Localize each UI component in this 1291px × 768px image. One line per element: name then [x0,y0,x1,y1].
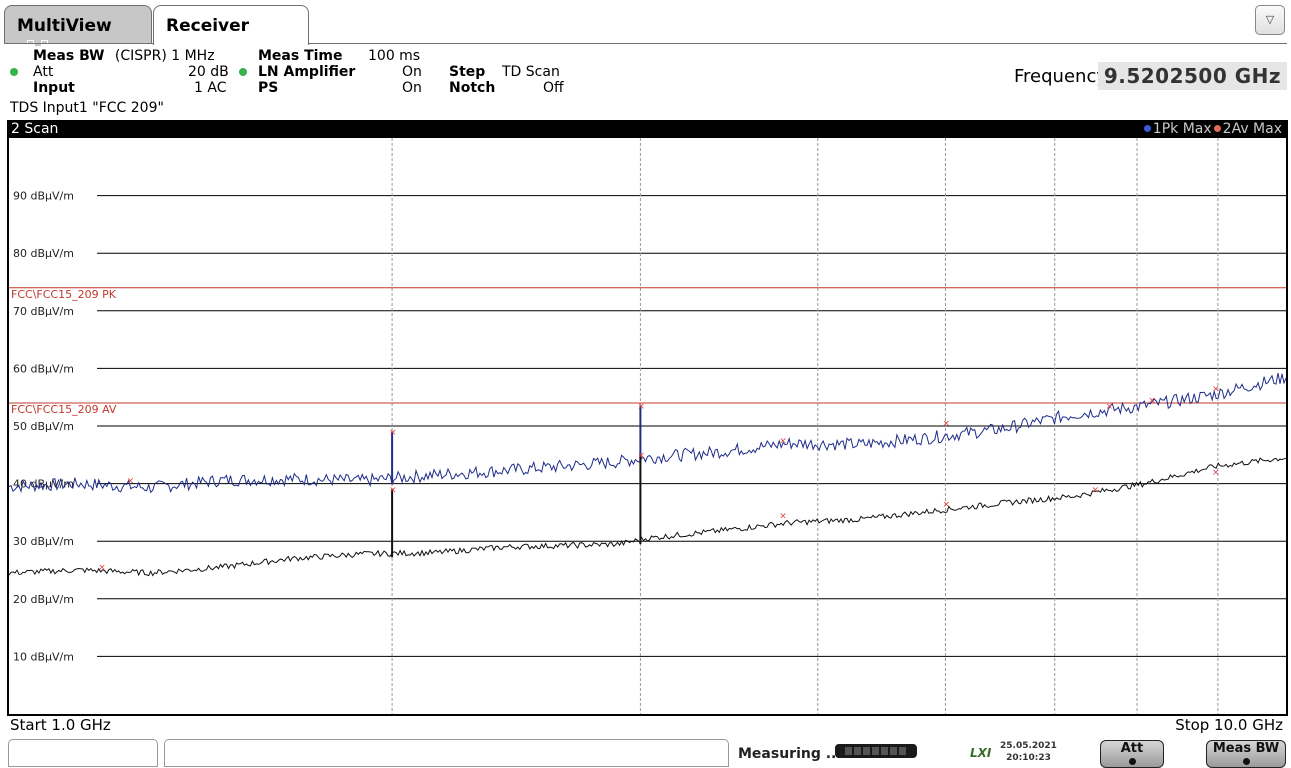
ln-amp-value: On [402,64,422,80]
y-tick-label: 30 dBµV/m [13,535,74,548]
lxi-logo: LXI [970,746,992,760]
att-button[interactable]: Att [1100,740,1164,768]
peak-marker-pk: × [389,428,397,438]
meas-bw-label: Meas BW [33,48,105,64]
peak-marker-pk: × [637,402,645,412]
y-tick-label: 50 dBµV/m [13,420,74,433]
legend-pk-dot-icon [1143,125,1151,132]
peak-marker-av: × [98,563,106,573]
meas-bw-button-dot-icon [1242,758,1250,765]
peak-marker-av: × [389,485,397,495]
datetime: 25.05.2021 20:10:23 [1000,740,1057,764]
peak-marker-av: × [1091,485,1099,495]
att-label: Att [33,64,54,80]
frequency-value[interactable]: 9.5202500 GHz [1097,62,1287,90]
trace-pk [9,372,1286,494]
tab-multiview-label: MultiView [17,16,112,36]
peak-marker-av: × [779,511,787,521]
status-box-left [8,739,158,767]
notch-value: Off [543,80,564,96]
legend: 1Pk Max 2Av Max [1142,120,1282,138]
chevron-down-icon[interactable]: ▽ [1255,5,1285,35]
y-tick-label: 10 dBµV/m [13,650,74,663]
att-button-label: Att [1120,741,1144,756]
peak-marker-av: × [637,451,645,461]
step-label: Step [449,64,486,80]
peak-marker-pk: × [942,419,950,429]
limit-line-label: FCC\FCC15_209 AV [11,403,117,416]
notch-label: Notch [449,80,496,96]
peak-marker-av: × [942,500,950,510]
legend-pk-label: 1Pk Max [1152,121,1212,137]
meas-time-label: Meas Time [258,48,343,64]
scan-title: 2 Scan [11,121,59,137]
progress-bar [835,744,917,758]
trace-av [9,457,1286,577]
meas-bw-value: (CISPR) 1 MHz [114,48,215,64]
peak-marker-pk: × [1212,385,1220,395]
tab-receiver[interactable]: Receiver [153,5,309,45]
peak-marker-pk: × [127,477,135,487]
y-tick-label: 70 dBµV/m [13,305,74,318]
meas-bw-button[interactable]: Meas BW [1206,740,1286,768]
start-frequency: Start 1.0 GHz [10,716,111,734]
tab-divider [4,43,1287,44]
stop-frequency: Stop 10.0 GHz [1175,716,1283,734]
peak-marker-pk: × [1106,402,1114,412]
tds-input-line: TDS Input1 "FCC 209" [10,100,164,116]
legend-av-label: 2Av Max [1222,121,1282,137]
peak-marker-pk: × [779,436,787,446]
tab-multiview[interactable]: MultiView [4,5,152,56]
peak-marker-pk: × [1148,396,1156,406]
tab-receiver-label: Receiver [166,16,250,36]
att-button-dot-icon [1128,758,1136,765]
y-tick-label: 90 dBµV/m [13,190,74,203]
input-value: 1 AC [194,80,227,96]
ps-label: PS [258,80,279,96]
y-tick-label: 20 dBµV/m [13,593,74,606]
legend-av-dot-icon [1213,125,1221,132]
scan-chart: 10 dBµV/m20 dBµV/m30 dBµV/m40 dBµV/m50 d… [9,138,1286,714]
meas-bw-row: Meas BW (CISPR) 1 MHz [33,48,215,64]
ln-amp-label: LN Amplifier [258,64,356,80]
input-label: Input [33,80,75,96]
ln-amp-indicator-icon [239,68,247,76]
status-box-message [164,739,729,767]
limit-line-label: FCC\FCC15_209 PK [11,288,117,301]
time-text: 20:10:23 [1006,753,1051,763]
frequency-label: Frequency [1014,66,1107,87]
peak-marker-av: × [1212,468,1220,478]
att-value: 20 dB [188,64,229,80]
scan-plot[interactable]: 10 dBµV/m 20 dBµV/m 30 dBµV/m 40 dBµV/m 50 d… [7,138,1288,716]
date-text: 25.05.2021 [1000,741,1057,751]
step-value: TD Scan [502,64,560,80]
meas-bw-button-label: Meas BW [1212,741,1280,756]
measuring-status: Measuring ... [738,746,842,762]
scan-header: 2 Scan 1Pk Max 2Av Max [7,120,1288,138]
y-tick-label: 80 dBµV/m [13,247,74,260]
y-tick-label: 60 dBµV/m [13,362,74,375]
tab-divider-gap [154,42,308,45]
ps-value: On [402,80,422,96]
meas-time-value: 100 ms [368,48,421,64]
att-indicator-icon [10,68,18,76]
